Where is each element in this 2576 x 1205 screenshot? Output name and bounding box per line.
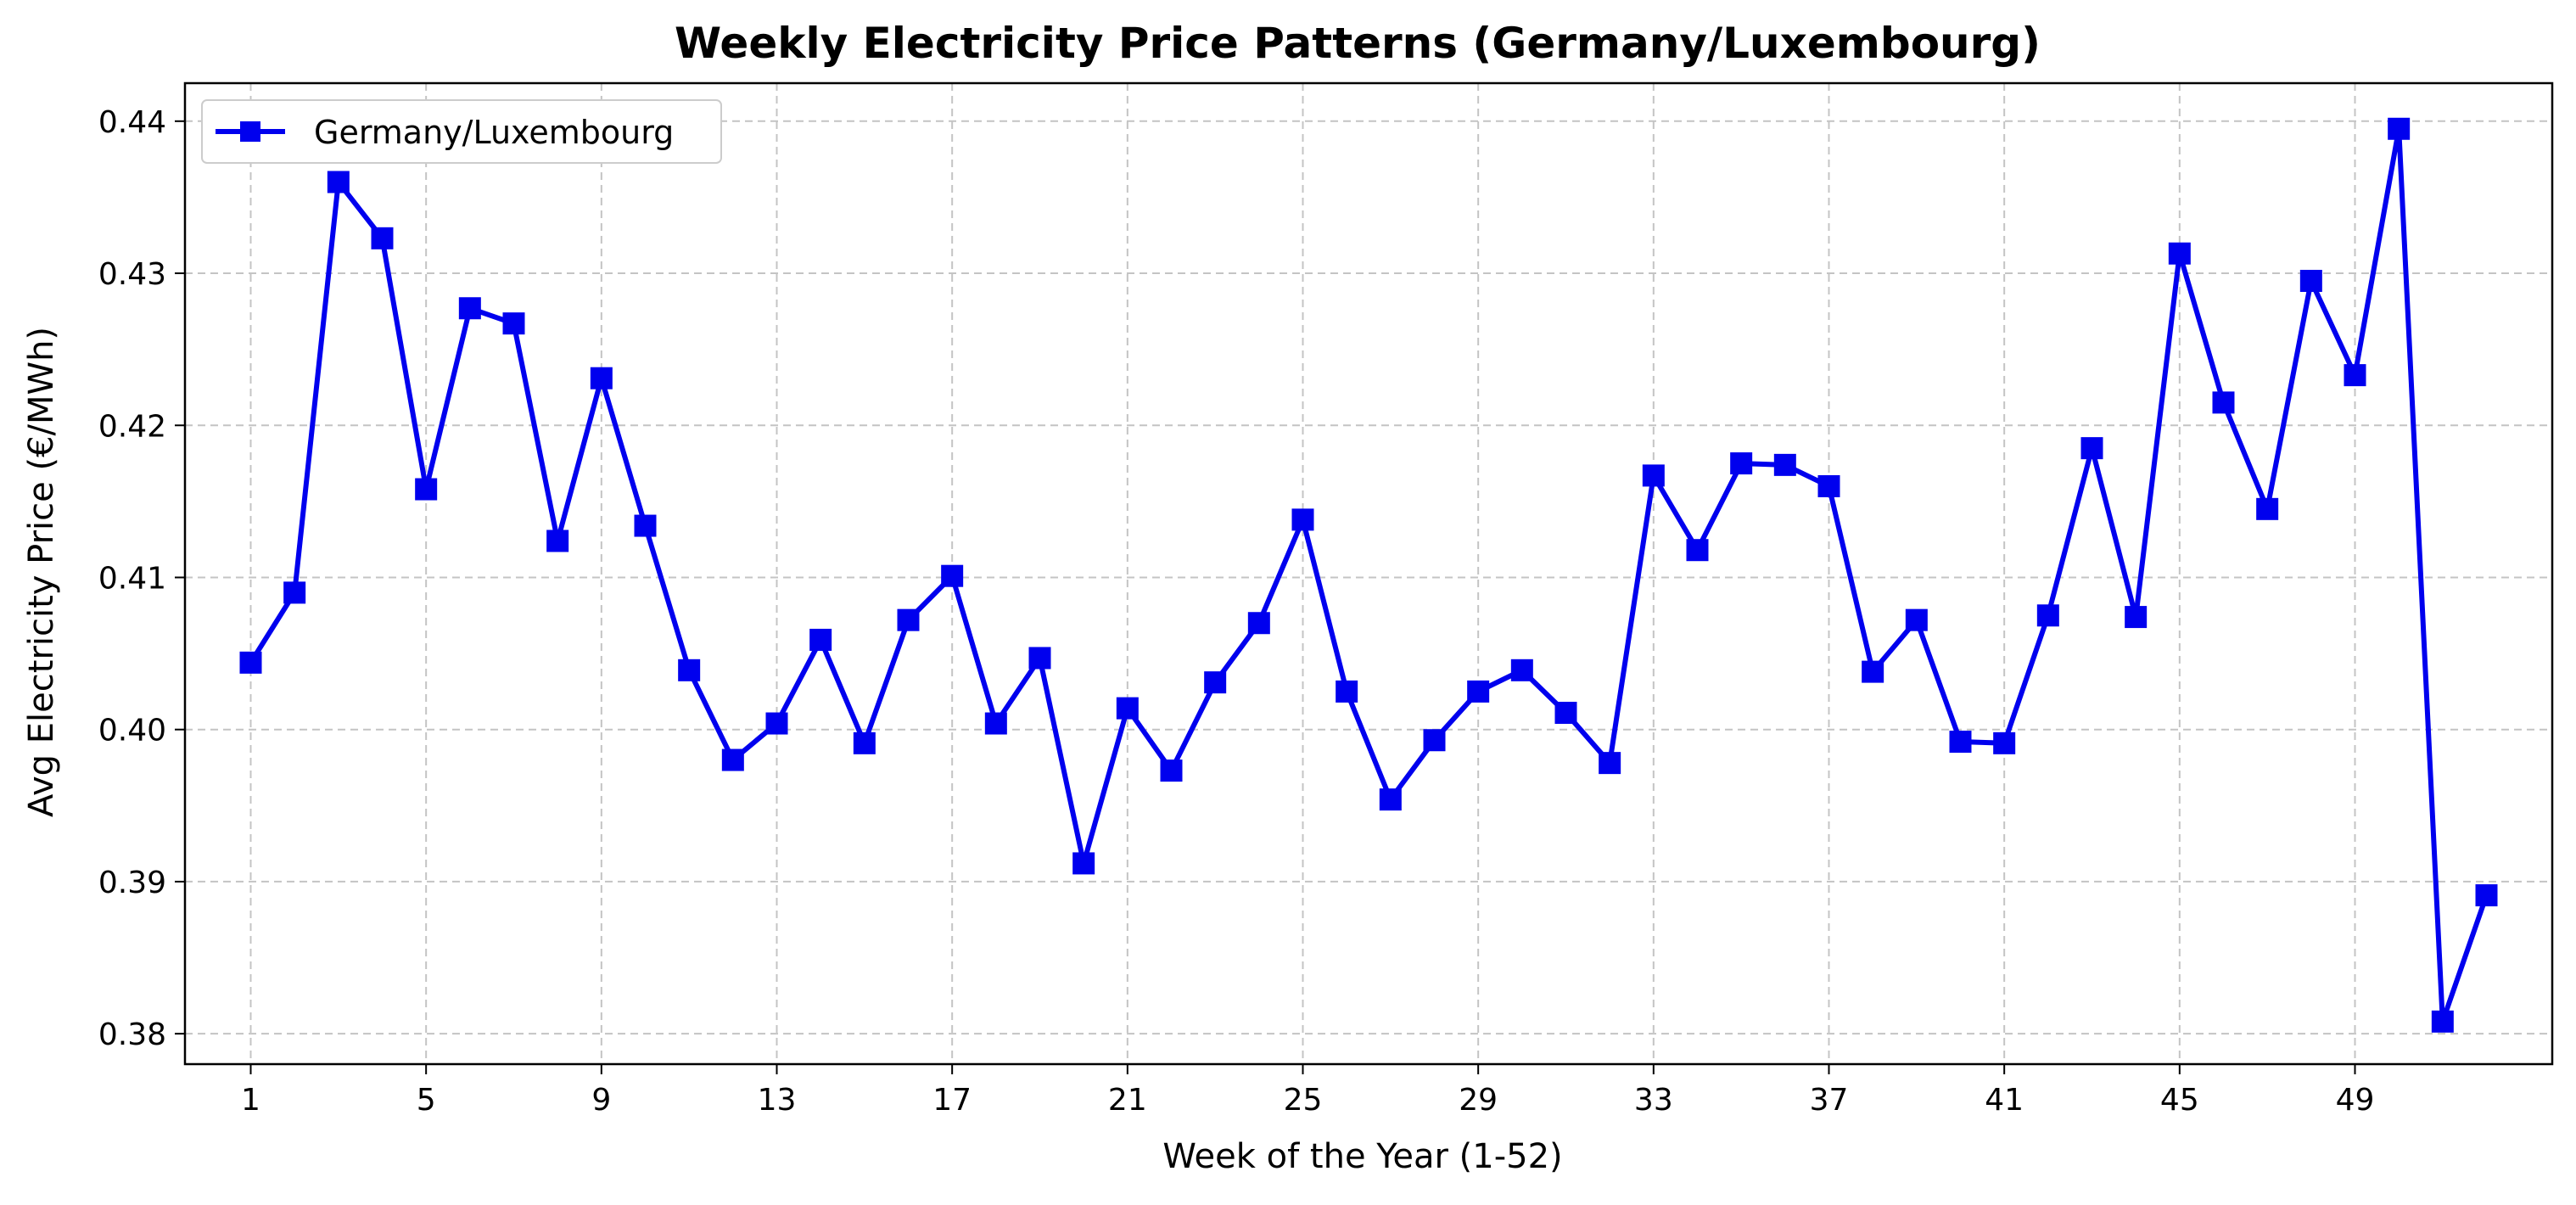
data-point xyxy=(2125,606,2148,629)
legend-marker-swatch xyxy=(240,121,260,142)
data-point xyxy=(2168,242,2191,265)
data-point xyxy=(634,514,657,537)
data-point xyxy=(1510,659,1533,681)
data-point xyxy=(809,628,832,651)
data-point xyxy=(1291,508,1314,531)
x-tick-label: 29 xyxy=(1459,1083,1498,1118)
data-point xyxy=(1599,752,1621,775)
data-point xyxy=(1817,474,1840,497)
x-tick-label: 9 xyxy=(591,1083,611,1118)
data-point xyxy=(853,731,876,754)
data-point xyxy=(721,748,744,771)
legend-box xyxy=(201,99,722,164)
data-point xyxy=(2036,604,2059,627)
data-point xyxy=(2344,364,2366,387)
data-point xyxy=(2388,117,2411,140)
data-point xyxy=(502,312,525,335)
data-point xyxy=(897,608,920,631)
x-tick-label: 1 xyxy=(241,1083,260,1118)
data-point xyxy=(1905,608,1928,631)
data-point xyxy=(2299,269,2322,292)
y-tick-label: 0.44 xyxy=(98,105,166,140)
y-tick-label: 0.40 xyxy=(98,714,166,748)
data-point xyxy=(1993,731,2016,754)
chart-title: Weekly Electricity Price Patterns (Germa… xyxy=(675,19,2041,68)
data-point xyxy=(1379,788,1402,811)
x-tick-label: 37 xyxy=(1810,1083,1849,1118)
data-point xyxy=(1028,647,1051,670)
series-line xyxy=(248,126,2489,1024)
plot-frame xyxy=(183,81,2554,1066)
data-point xyxy=(1730,452,1753,475)
x-tick-label: 17 xyxy=(932,1083,972,1118)
x-tick-label: 45 xyxy=(2160,1083,2199,1118)
data-point xyxy=(941,564,964,587)
data-point xyxy=(1336,680,1358,703)
x-tick-label: 33 xyxy=(1634,1083,1673,1118)
axes: 1 5 9 13 17 21 25 29 33 37 41 45 49 0.38 0.39 0.40 0.41 0… xyxy=(98,105,2375,1118)
data-point xyxy=(1423,729,1446,752)
data-point xyxy=(415,478,438,501)
data-point xyxy=(546,530,569,552)
y-axis-label: Avg Electricity Price (€/MWh) xyxy=(22,327,61,817)
series-layer xyxy=(239,117,2498,1033)
x-tick-label: 25 xyxy=(1284,1083,1323,1118)
y-tick-label: 0.41 xyxy=(98,561,166,596)
data-point xyxy=(2080,437,2103,460)
data-point xyxy=(2431,1010,2454,1033)
data-point xyxy=(1554,701,1577,724)
data-point xyxy=(590,367,613,390)
y-tick-label: 0.43 xyxy=(98,257,166,292)
data-point xyxy=(1116,697,1139,720)
data-point xyxy=(371,227,394,249)
y-tick-label: 0.39 xyxy=(98,866,166,900)
data-point xyxy=(2212,391,2235,414)
x-tick-label: 41 xyxy=(1985,1083,2024,1118)
data-point xyxy=(1773,453,1796,476)
data-point xyxy=(1949,731,1972,754)
data-point xyxy=(1467,680,1490,703)
legend-label: Germany/Luxembourg xyxy=(314,114,674,151)
data-point xyxy=(458,297,481,320)
x-tick-label: 13 xyxy=(758,1083,797,1118)
data-point xyxy=(1160,759,1183,782)
legend: Germany/Luxembourg xyxy=(201,99,722,164)
data-point xyxy=(1072,852,1095,875)
data-point xyxy=(1862,660,1884,683)
x-tick-label: 21 xyxy=(1108,1083,1147,1118)
data-point xyxy=(1204,671,1227,694)
data-point xyxy=(2475,884,2498,907)
data-point xyxy=(2256,497,2279,520)
data-point xyxy=(1247,612,1270,635)
y-tick-label: 0.38 xyxy=(98,1017,166,1052)
data-point xyxy=(1686,539,1709,562)
data-point xyxy=(765,712,788,735)
y-tick-label: 0.42 xyxy=(98,409,166,444)
data-point xyxy=(239,651,262,674)
data-point xyxy=(283,581,306,604)
x-tick-label: 5 xyxy=(417,1083,436,1118)
data-point xyxy=(678,659,701,681)
data-point xyxy=(984,712,1007,735)
x-axis-label: Week of the Year (1-52) xyxy=(1162,1137,1562,1176)
data-point xyxy=(1642,464,1665,487)
x-tick-label: 49 xyxy=(2336,1083,2375,1118)
data-point xyxy=(327,171,350,193)
